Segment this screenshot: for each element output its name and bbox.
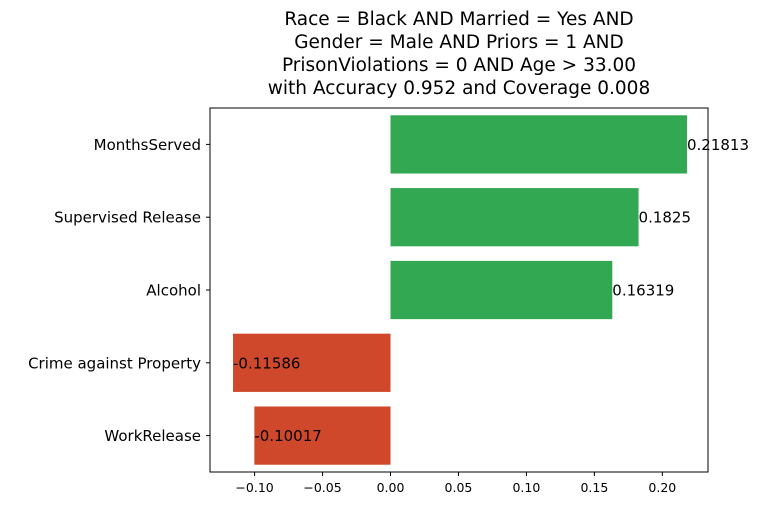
x-tick-label: −0.05: [303, 480, 341, 495]
chart-title-line: PrisonViolations = 0 AND Age > 33.00: [282, 55, 636, 76]
bars: [233, 115, 687, 465]
data-label: 0.21813: [687, 136, 749, 154]
y-tick-label: MonthsServed: [94, 136, 201, 154]
x-tick-label: 0.10: [512, 480, 540, 495]
x-tick-label: 0.20: [648, 480, 676, 495]
x-tick-label: −0.10: [235, 480, 273, 495]
bar: [390, 188, 639, 247]
y-tick-label: WorkRelease: [104, 427, 201, 445]
bar: [233, 333, 391, 392]
data-label: 0.16319: [612, 282, 674, 300]
x-tick-label: 0.15: [580, 480, 608, 495]
y-tick-label: Crime against Property: [28, 354, 201, 372]
x-axis: −0.10 −0.05 0.00 0.05 0.10 0.15 0.20: [235, 472, 676, 495]
chart-title-line: with Accuracy 0.952 and Coverage 0.008: [268, 78, 650, 99]
data-label: 0.1825: [639, 209, 692, 227]
chart-title-line: Race = Black AND Married = Yes AND: [284, 9, 633, 30]
y-tick-label: Supervised Release: [54, 209, 201, 227]
chart-title: Race = Black AND Married = Yes ANDGender…: [268, 9, 650, 99]
x-tick-label: 0.05: [445, 480, 473, 495]
data-labels: 0.21813 0.1825 0.16319 -0.11586 -0.10017: [233, 136, 749, 445]
y-tick-label: Alcohol: [146, 282, 201, 300]
bar: [390, 115, 687, 174]
data-label: -0.11586: [233, 354, 300, 372]
x-tick-label: 0.00: [377, 480, 405, 495]
chart-title-line: Gender = Male AND Priors = 1 AND: [294, 32, 624, 53]
y-axis: MonthsServed Supervised Release Alcohol Cri…: [28, 136, 210, 445]
bar: [254, 406, 391, 465]
bar: [390, 260, 613, 320]
data-label: -0.10017: [254, 427, 321, 445]
